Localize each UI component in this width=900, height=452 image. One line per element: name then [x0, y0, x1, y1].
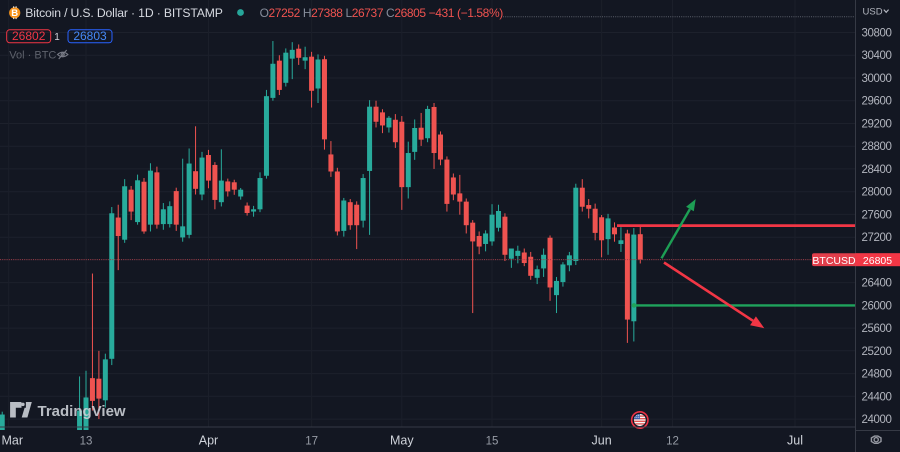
svg-text:25200: 25200 [862, 346, 892, 358]
svg-text:26000: 26000 [862, 300, 892, 312]
svg-text:30000: 30000 [862, 73, 892, 85]
svg-text:29600: 29600 [862, 96, 892, 108]
svg-text:1: 1 [54, 32, 60, 43]
svg-text:Vol · BTC: Vol · BTC [9, 50, 56, 62]
svg-text:B: B [11, 8, 18, 19]
svg-text:26802: 26802 [12, 29, 46, 43]
svg-text:BTCUSD: BTCUSD [812, 255, 856, 267]
svg-text:24400: 24400 [862, 391, 892, 403]
svg-text:Bitcoin / U.S. Dollar · 1D · B: Bitcoin / U.S. Dollar · 1D · BITSTAMP [25, 6, 222, 20]
svg-text:Apr: Apr [199, 434, 218, 448]
svg-text:24000: 24000 [862, 414, 892, 426]
svg-text:24800: 24800 [862, 369, 892, 381]
svg-text:28000: 28000 [862, 187, 892, 199]
svg-text:25600: 25600 [862, 323, 892, 335]
svg-text:28800: 28800 [862, 141, 892, 153]
svg-text:29200: 29200 [862, 119, 892, 131]
svg-text:Jul: Jul [787, 434, 803, 448]
svg-text:17: 17 [305, 436, 318, 448]
svg-text:27200: 27200 [862, 232, 892, 244]
svg-text:May: May [390, 434, 414, 448]
svg-text:26805: 26805 [863, 255, 892, 267]
svg-text:12: 12 [666, 436, 679, 448]
svg-text:30400: 30400 [862, 50, 892, 62]
svg-text:26400: 26400 [862, 278, 892, 290]
svg-text:Jun: Jun [592, 434, 612, 448]
svg-text:Mar: Mar [2, 434, 24, 448]
svg-text:TradingView: TradingView [38, 403, 126, 420]
svg-text:O27252 H27388 L26737 C26805 −4: O27252 H27388 L26737 C26805 −431 (−1.58%… [260, 6, 504, 20]
svg-text:15: 15 [486, 436, 499, 448]
svg-text:26803: 26803 [73, 29, 107, 43]
svg-text:27600: 27600 [862, 209, 892, 221]
svg-text:30800: 30800 [862, 28, 892, 40]
svg-text:13: 13 [80, 436, 93, 448]
svg-text:28400: 28400 [862, 164, 892, 176]
svg-text:USD: USD [863, 7, 883, 18]
